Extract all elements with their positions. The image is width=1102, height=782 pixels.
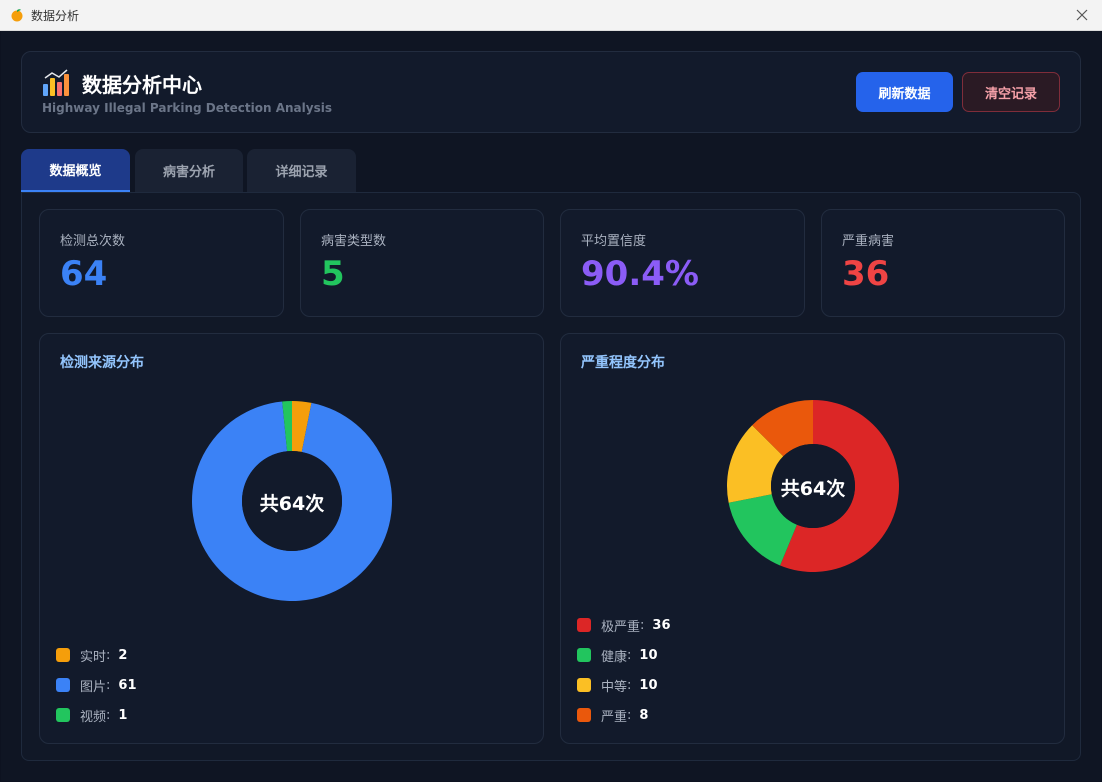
clear-records-button[interactable]: 清空记录 xyxy=(962,72,1060,112)
legend-item: 极严重: 36 xyxy=(577,617,671,635)
donut-slice-0 xyxy=(292,401,312,452)
app-icon xyxy=(11,9,23,22)
legend-label: 极严重 xyxy=(601,619,641,635)
stat-value: 36 xyxy=(842,254,890,294)
stat-label: 平均置信度 xyxy=(581,234,647,249)
legend-swatch xyxy=(577,648,591,662)
donut-slice-2 xyxy=(727,425,784,503)
page-header: 数据分析中心 Highway Illegal Parking Detection… xyxy=(21,51,1081,133)
source-distribution-card: 检测来源分布 共64次 实时: 2 图片: 61 视频: 1 xyxy=(39,333,544,744)
source-donut-chart xyxy=(192,401,392,601)
page-title: 数据分析中心 xyxy=(82,73,202,97)
legend-swatch xyxy=(577,678,591,692)
donut-slice-3 xyxy=(752,400,813,457)
legend-item: 图片: 61 xyxy=(56,677,137,695)
chart-title: 检测来源分布 xyxy=(60,355,144,371)
legend-swatch xyxy=(577,708,591,722)
legend-value: 2 xyxy=(118,647,128,663)
stat-label: 严重病害 xyxy=(842,234,895,249)
legend-item: 严重: 8 xyxy=(577,707,649,725)
stat-card-confidence: 平均置信度 90.4% xyxy=(560,209,805,317)
page-subtitle: Highway Illegal Parking Detection Analys… xyxy=(42,101,332,115)
stat-value: 64 xyxy=(60,254,108,294)
tab-overview[interactable]: 数据概览 xyxy=(21,149,130,192)
donut-hole xyxy=(771,444,855,528)
legend-value: 1 xyxy=(118,707,128,723)
legend-swatch xyxy=(56,678,70,692)
legend-label: 视频 xyxy=(80,709,107,725)
legend-item: 健康: 10 xyxy=(577,647,658,665)
window-titlebar: 数据分析 xyxy=(0,0,1102,31)
legend-label: 图片 xyxy=(80,679,107,695)
legend-value: 36 xyxy=(652,617,671,633)
severity-donut-chart xyxy=(727,400,899,572)
chart-title: 严重程度分布 xyxy=(581,355,665,371)
tab-defect-analysis[interactable]: 病害分析 xyxy=(135,149,243,192)
legend-label: 健康 xyxy=(601,649,628,665)
legend-label: 严重 xyxy=(601,709,628,725)
legend-label: 中等 xyxy=(601,679,628,695)
legend-value: 8 xyxy=(639,707,649,723)
legend-label: 实时 xyxy=(80,649,107,665)
legend-value: 10 xyxy=(639,677,658,693)
donut-hole xyxy=(242,451,342,551)
legend-item: 中等: 10 xyxy=(577,677,658,695)
stat-label: 检测总次数 xyxy=(60,234,126,249)
app-body: 数据分析中心 Highway Illegal Parking Detection… xyxy=(1,31,1101,781)
window-title: 数据分析 xyxy=(31,9,80,23)
legend-item: 实时: 2 xyxy=(56,647,128,665)
legend-value: 61 xyxy=(118,677,137,693)
legend-swatch xyxy=(56,648,70,662)
donut-slice-2 xyxy=(282,401,292,452)
stat-card-total: 检测总次数 64 xyxy=(39,209,284,317)
donut-slice-1 xyxy=(192,401,392,601)
severity-distribution-card: 严重程度分布 共64次 极严重: 36 健康: 10 中等: 10 xyxy=(560,333,1065,744)
stat-card-types: 病害类型数 5 xyxy=(300,209,544,317)
tab-detail-records[interactable]: 详细记录 xyxy=(247,149,356,192)
donut-center-label: 共64次 xyxy=(780,478,846,500)
refresh-button[interactable]: 刷新数据 xyxy=(856,72,953,112)
legend-swatch xyxy=(56,708,70,722)
legend-item: 视频: 1 xyxy=(56,707,128,725)
legend-value: 10 xyxy=(639,647,658,663)
overview-panel: 检测总次数 64 病害类型数 5 平均置信度 90.4% 严重病害 36 检测来… xyxy=(21,192,1081,761)
legend-swatch xyxy=(577,618,591,632)
donut-slice-0 xyxy=(780,400,899,572)
donut-slice-1 xyxy=(728,494,797,566)
stat-value: 5 xyxy=(321,254,345,294)
close-button[interactable] xyxy=(1070,3,1094,27)
close-icon xyxy=(1076,9,1088,21)
donut-center-label: 共64次 xyxy=(259,493,325,515)
stat-value: 90.4% xyxy=(581,254,699,294)
bar-chart-icon xyxy=(43,69,69,96)
stat-card-severe: 严重病害 36 xyxy=(821,209,1065,317)
stat-label: 病害类型数 xyxy=(321,234,387,249)
